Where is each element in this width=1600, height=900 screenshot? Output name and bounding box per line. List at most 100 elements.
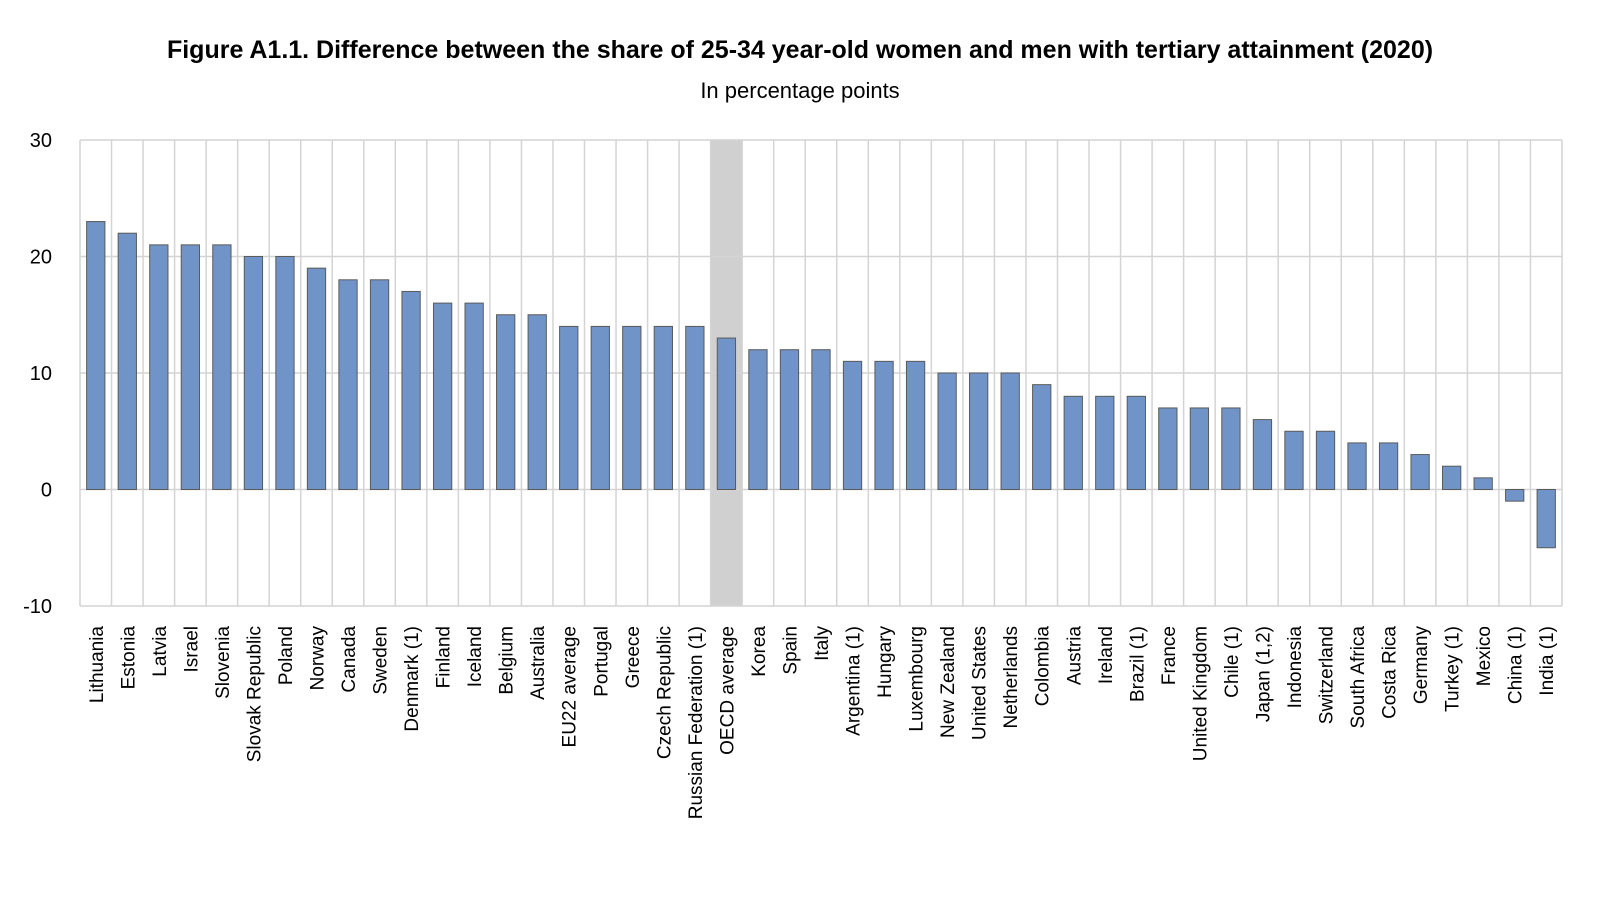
bar — [1410, 454, 1430, 490]
x-tick-label: Slovenia — [213, 626, 234, 699]
bar — [1536, 489, 1556, 549]
x-tick-label: Estonia — [118, 626, 139, 690]
bar — [1126, 395, 1146, 490]
bar — [1095, 395, 1115, 490]
bar — [1347, 442, 1367, 490]
x-tick-label: Portugal — [591, 626, 612, 697]
y-tick-label: 0 — [41, 480, 52, 502]
bar — [401, 290, 421, 491]
x-tick-label: Colombia — [1033, 626, 1054, 707]
x-tick-label: Finland — [434, 626, 455, 688]
bar — [590, 325, 610, 490]
x-tick-label: Russian Federation (1) — [686, 626, 707, 819]
x-tick-label: Netherlands — [1001, 626, 1022, 728]
x-tick-label: Chile (1) — [1222, 626, 1243, 698]
x-tick-label: Luxembourg — [907, 626, 928, 732]
bar — [86, 221, 106, 491]
bar — [842, 360, 863, 490]
bar — [1284, 430, 1304, 490]
x-tick-label: Sweden — [371, 626, 392, 695]
bar — [653, 325, 673, 490]
bar — [748, 349, 768, 491]
x-tick-label: United Kingdom — [1190, 626, 1211, 761]
bar — [1032, 384, 1052, 490]
chart-title: Figure A1.1. Difference between the shar… — [166, 36, 1434, 64]
x-tick-label: Japan (1,2) — [1253, 626, 1274, 722]
y-tick-label: 30 — [30, 130, 52, 152]
bar — [496, 314, 516, 490]
x-tick-label: Ireland — [1096, 626, 1117, 684]
x-tick-label: Poland — [276, 626, 297, 685]
bar — [1441, 465, 1462, 491]
x-tick-label: Mexico — [1474, 626, 1495, 686]
bar — [779, 349, 800, 491]
bar — [117, 232, 137, 490]
bar — [1063, 395, 1083, 490]
bar — [149, 244, 169, 490]
x-tick-label: Switzerland — [1317, 626, 1338, 724]
x-tick-label: Belgium — [497, 626, 518, 695]
x-tick-label: Brazil (1) — [1127, 626, 1148, 702]
chart-subtitle: In percentage points — [700, 78, 900, 103]
bar — [338, 279, 358, 490]
bar — [937, 372, 957, 490]
bar — [1221, 407, 1241, 491]
x-tick-label: China (1) — [1506, 626, 1527, 704]
bar — [432, 302, 453, 490]
bar — [1315, 430, 1336, 490]
bar — [969, 372, 989, 490]
x-tick-label: Czech Republic — [654, 626, 675, 759]
x-tick-label: Germany — [1411, 626, 1432, 705]
y-tick-label: 20 — [30, 247, 52, 269]
x-tick-label: South Africa — [1348, 626, 1369, 729]
bar — [559, 325, 579, 490]
x-tick-label: Canada — [339, 626, 360, 693]
bar — [180, 244, 201, 490]
bar — [369, 279, 390, 490]
bar — [527, 314, 547, 490]
bar — [243, 256, 264, 490]
bar — [874, 360, 894, 490]
x-tick-label: Argentina (1) — [844, 626, 865, 736]
x-tick-label: Costa Rica — [1380, 626, 1401, 719]
bar — [622, 325, 642, 490]
bar — [275, 256, 295, 490]
bar — [1158, 407, 1178, 491]
bar — [905, 360, 926, 490]
x-tick-label: Austria — [1064, 626, 1085, 686]
x-tick-label: Spain — [780, 626, 801, 675]
x-tick-label: Norway — [307, 626, 328, 691]
x-tick-label: France — [1159, 626, 1180, 685]
bar — [716, 337, 737, 490]
x-tick-label: Hungary — [875, 626, 896, 698]
bar — [1189, 407, 1210, 491]
x-tick-label: Israel — [181, 626, 202, 672]
bar — [212, 244, 232, 490]
x-tick-label: Turkey (1) — [1443, 626, 1464, 712]
x-tick-label: Australia — [528, 626, 549, 700]
bar — [1505, 489, 1525, 502]
x-tick-label: OECD average — [717, 626, 738, 755]
x-tick-label: United States — [970, 626, 991, 740]
x-tick-label: Lithuania — [87, 626, 108, 704]
bar — [1252, 419, 1273, 491]
x-tick-label: EU22 average — [560, 626, 581, 747]
x-tick-label: Iceland — [465, 626, 486, 687]
bar — [306, 267, 327, 490]
x-tick-label: Italy — [812, 626, 833, 661]
x-tick-label: Greece — [623, 626, 644, 688]
bar — [685, 325, 705, 490]
y-tick-label: 10 — [30, 363, 52, 385]
bar — [811, 349, 831, 491]
x-tick-label: Latvia — [150, 626, 171, 677]
bar — [1000, 372, 1020, 490]
bar — [1378, 442, 1399, 490]
x-tick-label: New Zealand — [938, 626, 959, 738]
x-tick-label: Denmark (1) — [402, 626, 423, 732]
x-tick-label: Korea — [749, 626, 770, 677]
x-tick-label: Indonesia — [1285, 626, 1306, 709]
y-tick-label: -10 — [23, 596, 52, 618]
x-tick-label: India (1) — [1537, 626, 1558, 696]
x-tick-label: Slovak Republic — [244, 626, 265, 762]
